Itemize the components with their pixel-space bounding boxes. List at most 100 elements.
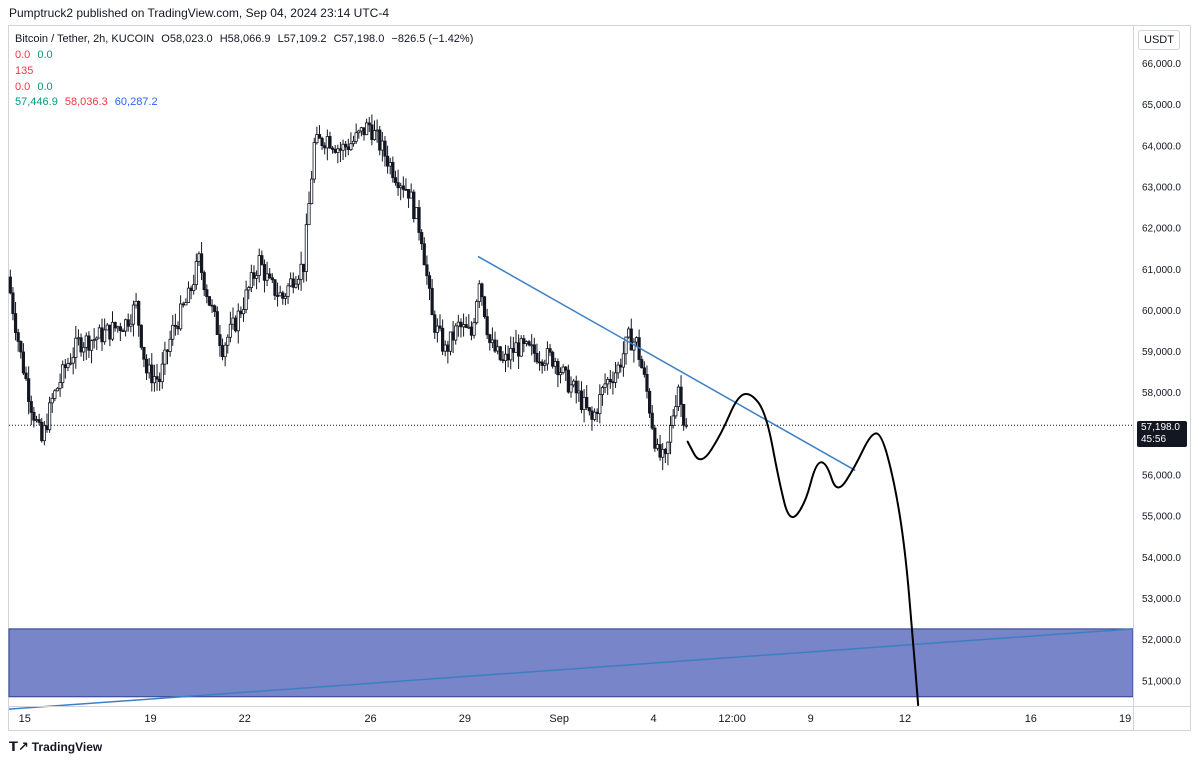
candle-body bbox=[409, 191, 413, 199]
candle-body bbox=[490, 339, 494, 344]
candle-body bbox=[359, 127, 363, 132]
candle-body bbox=[61, 364, 65, 383]
candle-body bbox=[265, 273, 269, 281]
candle-body bbox=[278, 292, 282, 297]
candle-body bbox=[126, 319, 130, 327]
candle-body bbox=[160, 363, 164, 383]
candle-body bbox=[173, 324, 177, 327]
indicator-4-value-a: 57,446.9 bbox=[15, 96, 58, 108]
candle-body bbox=[27, 378, 31, 402]
x-tick-label: Sep bbox=[549, 713, 569, 725]
indicator-4-value-b: 58,036.3 bbox=[64, 96, 108, 108]
candle-body bbox=[354, 132, 358, 142]
candle-body bbox=[422, 243, 426, 266]
candle-body bbox=[312, 142, 316, 180]
candle-body bbox=[257, 255, 261, 276]
candle-body bbox=[344, 143, 348, 148]
x-tick-label: 4 bbox=[650, 713, 656, 725]
bar-countdown: 45:56 bbox=[1141, 434, 1167, 445]
candle-body bbox=[116, 326, 120, 329]
candle-body bbox=[163, 349, 167, 365]
legend-o-label: O bbox=[161, 33, 170, 45]
candle-body bbox=[417, 207, 421, 233]
candle-body bbox=[464, 324, 468, 328]
candle-body bbox=[304, 224, 308, 272]
x-tick-label: 19 bbox=[144, 713, 156, 725]
candle-body bbox=[349, 143, 353, 150]
currency-selector[interactable]: USDT bbox=[1138, 30, 1180, 50]
candle-body bbox=[11, 292, 15, 314]
candle-body bbox=[569, 384, 573, 393]
candle-body bbox=[469, 326, 474, 336]
candle-body bbox=[48, 402, 52, 431]
candle-body bbox=[317, 134, 322, 139]
candle-body bbox=[370, 124, 374, 141]
candle-body bbox=[89, 340, 94, 351]
legend-h-value: 58,066.9 bbox=[227, 33, 271, 45]
candle-body bbox=[333, 148, 337, 153]
candle-body bbox=[289, 278, 293, 287]
candle-body bbox=[181, 303, 185, 306]
legend-l-value: 57,109.2 bbox=[283, 33, 327, 45]
axis-layer: 51,000.0 52,000.0 53,000.0 54,000.0 55,000.0… bbox=[9, 26, 1190, 731]
y-tick-label: 55,000.0 bbox=[1142, 512, 1181, 523]
candle-body bbox=[503, 353, 508, 362]
indicator-row-3[interactable]: 0.0 0.0 bbox=[15, 80, 57, 94]
candle-body bbox=[338, 148, 343, 151]
candle-body bbox=[171, 324, 175, 340]
candle-body bbox=[8, 276, 12, 294]
candle-body bbox=[325, 136, 329, 149]
candle-body bbox=[595, 411, 599, 415]
candle-body bbox=[260, 255, 264, 265]
candle-body bbox=[13, 313, 18, 334]
candle-body bbox=[627, 328, 631, 338]
y-tick-label: 54,000.0 bbox=[1142, 553, 1181, 564]
candle-body bbox=[682, 403, 686, 426]
x-tick-label: 29 bbox=[459, 713, 471, 725]
legend-o-value: 58,023.0 bbox=[169, 33, 213, 45]
candle-body bbox=[372, 130, 377, 141]
candle-body bbox=[118, 326, 122, 331]
candle-body bbox=[84, 335, 88, 348]
candle-body bbox=[268, 273, 272, 279]
candle-body bbox=[144, 358, 149, 374]
y-tick-label: 64,000.0 bbox=[1142, 141, 1181, 152]
candle-body bbox=[435, 325, 439, 333]
candle-body bbox=[184, 302, 188, 306]
candle-body bbox=[396, 182, 400, 189]
legend-h-label: H bbox=[219, 33, 228, 45]
candle-body bbox=[74, 337, 78, 358]
candle-body bbox=[425, 264, 429, 277]
candle-body bbox=[241, 309, 246, 315]
candle-body bbox=[613, 372, 618, 383]
candle-body bbox=[320, 137, 324, 147]
indicator-row-2[interactable]: 135 bbox=[15, 64, 37, 78]
publish-header: Pumptruck2 published on TradingView.com,… bbox=[9, 6, 390, 20]
chart-frame bbox=[8, 25, 1191, 731]
candle-body bbox=[383, 140, 387, 157]
candle-body bbox=[123, 319, 128, 332]
candle-body bbox=[527, 341, 531, 346]
candle-body bbox=[205, 289, 209, 297]
tradingview-footer[interactable]: 𝗧↗ TradingView bbox=[9, 739, 102, 755]
y-tick-label: 65,000.0 bbox=[1142, 100, 1181, 111]
candle-body bbox=[231, 317, 235, 325]
candle-body bbox=[668, 425, 673, 443]
candle-body bbox=[239, 310, 243, 315]
candle-body bbox=[467, 326, 471, 329]
candle-body bbox=[220, 345, 225, 358]
candle-body bbox=[592, 411, 597, 420]
candle-body bbox=[475, 301, 479, 324]
indicator-row-4[interactable]: 57,446.9 58,036.3 60,287.2 bbox=[15, 95, 162, 109]
candle-body bbox=[71, 357, 75, 364]
candle-body bbox=[186, 287, 191, 303]
demand-zone bbox=[8, 628, 1134, 698]
indicator-row-1[interactable]: 0.0 0.0 bbox=[15, 48, 57, 62]
candle-body bbox=[351, 140, 356, 145]
x-tick-label: 26 bbox=[364, 713, 376, 725]
legend-symbol[interactable]: Bitcoin / Tether, 2h, KUCOIN bbox=[15, 33, 155, 45]
candle-body bbox=[414, 207, 419, 220]
candle-body bbox=[498, 346, 502, 361]
candle-body bbox=[530, 344, 534, 347]
